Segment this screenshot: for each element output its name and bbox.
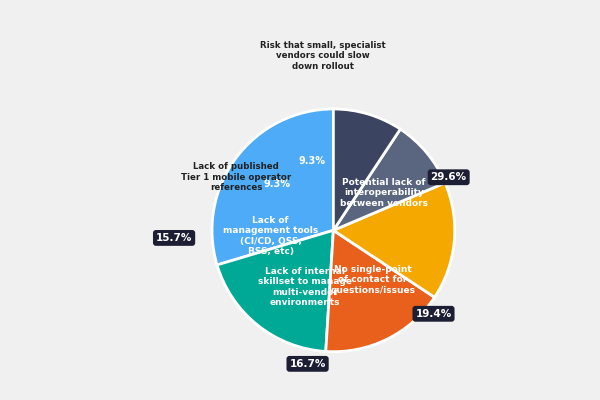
Text: 15.7%: 15.7%	[156, 233, 192, 243]
Text: Lack of
management tools
(CI/CD, OSS,
BSS, etc): Lack of management tools (CI/CD, OSS, BS…	[223, 216, 318, 256]
Wedge shape	[326, 230, 434, 352]
Text: Lack of internal
skillset to manage
multi-vendor
environments: Lack of internal skillset to manage mult…	[258, 267, 352, 307]
Text: 19.4%: 19.4%	[415, 309, 452, 319]
Text: 9.3%: 9.3%	[264, 179, 291, 189]
Wedge shape	[334, 183, 455, 297]
Text: Risk that small, specialist
vendors could slow
down rollout: Risk that small, specialist vendors coul…	[260, 41, 386, 71]
Text: No single-point
of contact for
questions/issues: No single-point of contact for questions…	[330, 265, 415, 295]
Text: 29.6%: 29.6%	[431, 172, 467, 182]
Text: Potential lack of
interoperability
between vendors: Potential lack of interoperability betwe…	[340, 178, 428, 208]
Wedge shape	[217, 230, 334, 352]
Wedge shape	[334, 129, 445, 230]
Wedge shape	[212, 109, 334, 265]
Wedge shape	[334, 109, 400, 230]
Text: 9.3%: 9.3%	[299, 156, 326, 166]
Text: 16.7%: 16.7%	[289, 359, 326, 369]
Text: Lack of published
Tier 1 mobile operator
references: Lack of published Tier 1 mobile operator…	[181, 162, 292, 192]
